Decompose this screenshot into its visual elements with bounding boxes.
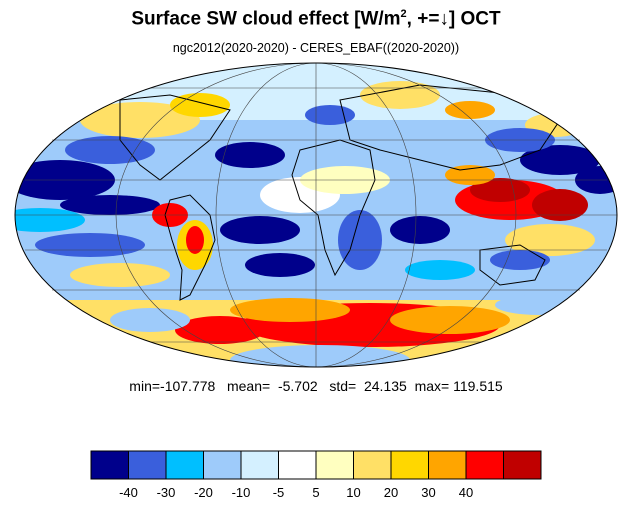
colorbar-tick-label: -30 <box>156 485 176 500</box>
map-border <box>14 62 618 368</box>
statistics-line: min=-107.778 mean= -5.702 std= 24.135 ma… <box>129 378 503 394</box>
colorbar-swatch <box>503 450 542 480</box>
colorbar-tick-label: 20 <box>383 485 399 500</box>
colorbar-swatch <box>278 450 317 480</box>
stat-min: -107.778 <box>160 378 216 394</box>
colorbar-swatch <box>465 450 504 480</box>
colorbar-tick-label: -20 <box>194 485 213 500</box>
colorbar-swatch <box>128 450 167 480</box>
colorbar-tick-label: -40 <box>119 485 138 500</box>
colorbar-tick-label: 5 <box>312 485 320 500</box>
colorbar-swatch <box>428 450 467 480</box>
colorbar-swatch <box>353 450 392 480</box>
stat-max: 119.515 <box>453 378 503 394</box>
title-tail: , +=↓] OCT <box>406 8 501 30</box>
colorbar-swatch <box>165 450 204 480</box>
graticule <box>15 62 617 368</box>
colorbar-tick-label: 40 <box>458 485 474 500</box>
title-main: Surface SW cloud effect [W/m <box>131 8 401 30</box>
colorbar-swatch <box>203 450 242 480</box>
stat-mean: -5.702 <box>277 378 318 394</box>
colorbar-tick-label: 10 <box>346 485 361 500</box>
colorbar-swatch <box>90 450 129 480</box>
colorbar-tick-label: -5 <box>272 485 285 500</box>
colorbar-swatch <box>390 450 429 480</box>
colorbar-tick-label: 30 <box>421 485 436 500</box>
title-superscript: 2 <box>400 8 407 20</box>
chart-subtitle: ngc2012(2020-2020) - CERES_EBAF((2020-20… <box>172 41 460 55</box>
colorbar-swatch <box>315 450 354 480</box>
stat-std: 24.135 <box>363 378 407 394</box>
colorbar-tick-label: -10 <box>231 485 251 500</box>
colorbar <box>90 450 542 480</box>
colorbar-swatch <box>240 450 279 480</box>
coastlines <box>119 84 561 301</box>
chart-title: Surface SW cloud effect [W/m2, +=↓] OCT <box>0 8 632 30</box>
